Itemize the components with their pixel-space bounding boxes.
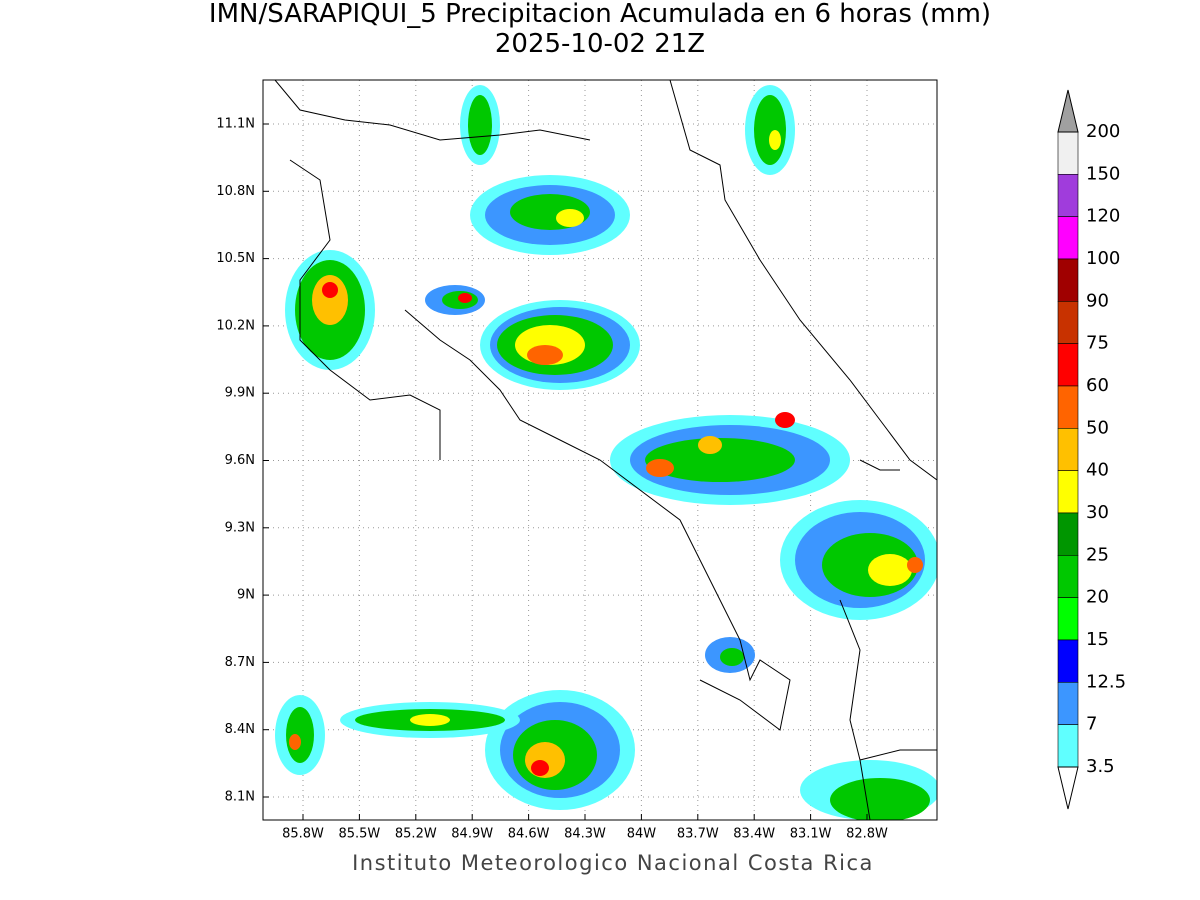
colorbar-label: 12.5 (1086, 671, 1126, 692)
lon-tick-label: 84.3W (564, 827, 606, 842)
lon-tick-label: 83.4W (733, 827, 775, 842)
colorbar-box (1057, 385, 1079, 429)
rain-cell (780, 500, 937, 620)
colorbar-label: 3.5 (1086, 756, 1115, 777)
rain-cell (485, 690, 635, 810)
colorbar-box (1057, 681, 1079, 725)
rain-cell (285, 250, 375, 370)
lon-tick-label: 84.9W (451, 827, 493, 842)
rain-cell (470, 175, 630, 255)
lat-tick-label: 9.3N (225, 520, 255, 535)
colorbar-label: 15 (1086, 629, 1109, 650)
colorbar-label: 30 (1086, 502, 1109, 523)
colorbar-label: 75 (1086, 333, 1109, 354)
lat-tick-label: 9N (237, 588, 255, 603)
colorbar-box (1057, 301, 1079, 344)
lat-tick-label: 8.1N (225, 790, 255, 805)
lon-tick-label: 84.6W (508, 827, 550, 842)
lat-tick-label: 10.2N (216, 318, 255, 333)
lat-tick-label: 11.1N (216, 117, 255, 132)
lat-tick-label: 8.4N (225, 722, 255, 737)
lat-tick-label: 9.9N (225, 386, 255, 401)
colorbar-label: 100 (1086, 248, 1120, 269)
colorbar-label: 7 (1086, 714, 1097, 735)
colorbar-box (1057, 131, 1079, 175)
lon-tick-label: 82.8W (846, 827, 888, 842)
lat-tick-label: 10.5N (216, 251, 255, 266)
rain-cell (340, 702, 520, 738)
lat-tick-label: 9.6N (225, 453, 255, 468)
colorbar-box (1057, 470, 1079, 514)
colorbar-box (1057, 597, 1079, 641)
axes: 11.1N 10.8N 10.5N 10.2N 9.9N 9.6N 9.3N 9N 8.7N 8.… (216, 117, 888, 842)
lon-tick-label: 83.1W (790, 827, 832, 842)
colorbar-label: 20 (1086, 587, 1109, 608)
colorbar-box (1057, 554, 1079, 598)
colorbar-box (1057, 343, 1079, 387)
colorbar-over (1057, 89, 1079, 133)
colorbar-under (1057, 766, 1079, 810)
rain-cell (275, 85, 937, 820)
colorbar: 200 150 120 100 90 75 60 50 40 30 25 20 15 12.5 7 3.5 (1057, 89, 1126, 810)
colorbar-box (1057, 512, 1079, 556)
lon-tick-label: 85.8W (282, 827, 324, 842)
rain-cell (480, 300, 640, 390)
colorbar-label: 90 (1086, 290, 1109, 311)
colorbar-box (1057, 428, 1079, 471)
lon-tick-label: 85.5W (338, 827, 380, 842)
rain-cell (610, 412, 850, 505)
title: IMN/SARAPIQUI_5 Precipitacion Acumulada … (209, 0, 991, 29)
lon-tick-label: 84W (627, 827, 657, 842)
footer: Instituto Meteorologico Nacional Costa R… (352, 851, 874, 875)
lon-tick-label: 85.2W (395, 827, 437, 842)
colorbar-box (1057, 639, 1079, 683)
colorbar-label: 200 (1086, 121, 1120, 142)
lat-tick-label: 10.8N (216, 184, 255, 199)
colorbar-box (1057, 724, 1079, 768)
lat-tick-label: 8.7N (225, 655, 255, 670)
rain-field (274, 80, 937, 820)
colorbar-box (1057, 258, 1079, 302)
subtitle: 2025-10-02 21Z (495, 29, 705, 59)
lon-tick-label: 83.7W (677, 827, 719, 842)
colorbar-label: 60 (1086, 375, 1109, 396)
colorbar-label: 150 (1086, 163, 1120, 184)
colorbar-box (1057, 174, 1079, 217)
colorbar-box (1057, 216, 1079, 260)
map-frame (262, 79, 938, 821)
colorbar-label: 25 (1086, 544, 1109, 565)
colorbar-label: 50 (1086, 417, 1109, 438)
colorbar-label: 40 (1086, 460, 1109, 481)
colorbar-label: 120 (1086, 206, 1120, 227)
